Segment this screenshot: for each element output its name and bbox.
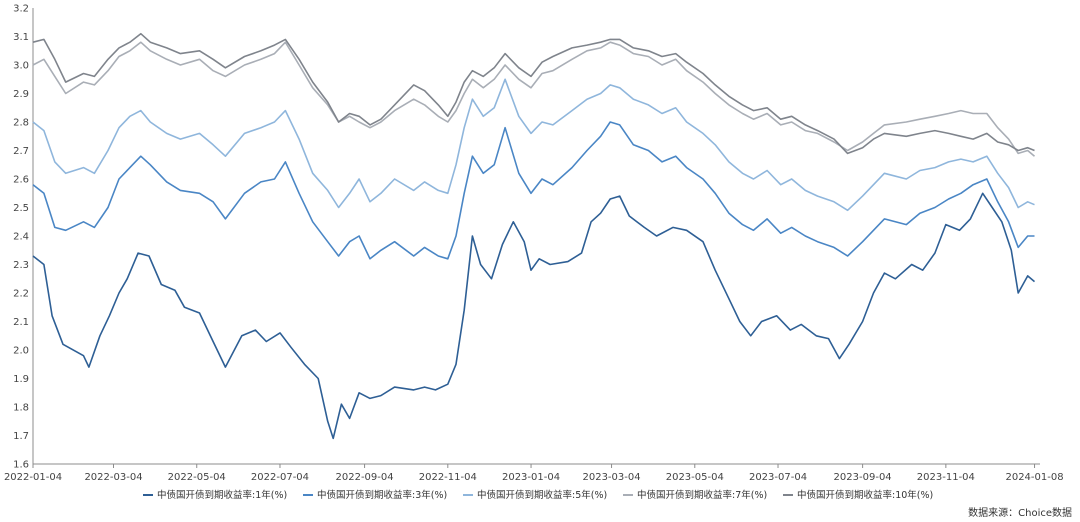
y-tick-label: 1.6: [13, 460, 29, 471]
legend: 中债国开债到期收益率:1年(%) 中债国开债到期收益率:3年(%) 中债国开债到期收…: [143, 489, 933, 501]
legend-label-4: 中债国开债到期收益率:7年(%): [637, 489, 767, 501]
y-tick-label: 3.2: [13, 4, 29, 15]
y-tick-label: 2.9: [13, 89, 29, 100]
y-tick-label: 2.2: [13, 289, 29, 300]
series-line-4: [32, 41, 1036, 157]
x-tick-label: 2024-01-08: [1005, 472, 1063, 483]
x-tick-label: 2022-05-04: [168, 472, 226, 483]
y-tick-label: 3.1: [13, 32, 29, 43]
series-line-2: [32, 121, 1035, 260]
x-axis: 2022-01-04 2022-03-04 2022-05-04 2022-07-04…: [4, 463, 1064, 483]
x-tick-label: 2022-07-04: [251, 472, 309, 483]
x-tick-label: 2022-01-04: [4, 472, 62, 483]
y-tick-label: 1.8: [13, 403, 29, 414]
y-tick-label: 2.1: [13, 317, 29, 328]
y-tick-label: 3.0: [13, 61, 29, 72]
series-line-3: [32, 78, 1035, 212]
x-tick-label: 2022-11-04: [419, 472, 477, 483]
y-tick-label: 2.4: [13, 232, 29, 243]
source-note: 数据来源：Choice数据: [968, 506, 1072, 519]
series-layer: [32, 32, 1036, 440]
y-tick-label: 1.7: [13, 431, 29, 442]
x-tick-label: 2023-03-04: [582, 472, 640, 483]
legend-label-1: 中债国开债到期收益率:1年(%): [157, 489, 287, 501]
y-tick-label: 2.7: [13, 146, 29, 157]
legend-label-5: 中债国开债到期收益率:10年(%): [797, 489, 933, 501]
legend-label-2: 中债国开债到期收益率:3年(%): [317, 489, 447, 501]
y-tick-label: 1.9: [13, 374, 29, 385]
x-tick-label: 2023-09-04: [834, 472, 892, 483]
series-line-1: [32, 192, 1036, 440]
x-tick-label: 2023-01-04: [502, 472, 560, 483]
x-tick-label: 2022-09-04: [336, 472, 394, 483]
x-tick-label: 2023-07-04: [749, 472, 807, 483]
x-tick-label: 2023-05-04: [666, 472, 724, 483]
y-tick-label: 2.5: [13, 203, 29, 214]
y-tick-label: 2.6: [13, 175, 29, 186]
x-tick-label: 2023-11-04: [917, 472, 975, 483]
y-axis: 1.6 1.7 1.8 1.9 2.0 2.1 2.2 2.3 2.4 2.5 2.6 2.7 2.8 2…: [13, 4, 34, 471]
legend-label-3: 中债国开债到期收益率:5年(%): [477, 489, 607, 501]
y-tick-label: 2.0: [13, 346, 29, 357]
series-line-5: [32, 32, 1035, 155]
x-tick-label: 2022-03-04: [84, 472, 142, 483]
y-tick-label: 2.3: [13, 260, 29, 271]
y-tick-label: 2.8: [13, 118, 29, 129]
